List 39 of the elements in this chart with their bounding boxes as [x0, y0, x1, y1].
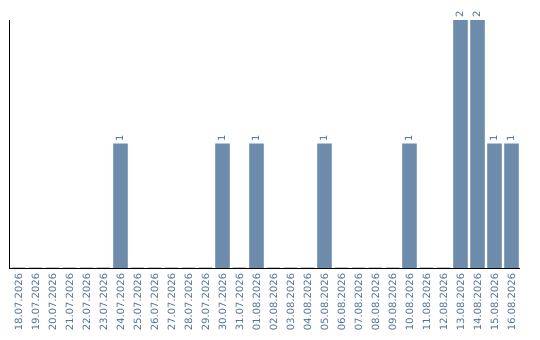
x-tick-label: 12.08.2026: [438, 273, 450, 330]
x-tick-label: 20.07.2026: [48, 273, 59, 330]
data-label: 1: [319, 134, 330, 141]
x-tick-label: 16.08.2026: [506, 273, 518, 330]
data-label: 1: [251, 134, 262, 141]
data-label: 2: [472, 10, 483, 17]
x-tick-label: 18.07.2026: [14, 273, 25, 330]
data-label: 1: [404, 134, 415, 141]
x-tick-label: 14.08.2026: [472, 273, 484, 330]
data-label: 2: [455, 10, 466, 17]
x-tick-label: 31.07.2026: [234, 273, 246, 330]
x-tick-label: 28.07.2026: [184, 273, 195, 330]
x-tick-label: 02.08.2026: [268, 273, 280, 330]
x-tick-label: 24.07.2026: [116, 273, 127, 330]
x-tick-label: 08.08.2026: [370, 273, 382, 330]
x-tick-label: 01.08.2026: [252, 273, 263, 330]
x-tick-label: 10.08.2026: [404, 273, 416, 330]
data-label: 1: [506, 134, 517, 141]
x-tick-label: 06.08.2026: [336, 273, 348, 330]
data-label: 1: [217, 134, 228, 141]
x-tick-label: 15.08.2026: [490, 273, 501, 330]
x-tick-label: 23.07.2026: [98, 273, 110, 330]
x-tick-label: 07.08.2026: [354, 273, 365, 330]
x-tick-label: 19.07.2026: [30, 273, 42, 330]
x-tick-label: 22.07.2026: [82, 273, 93, 330]
x-tick-label: 11.08.2026: [422, 273, 433, 330]
x-tick-label: 09.08.2026: [388, 273, 399, 330]
x-tick-label: 03.08.2026: [286, 273, 297, 330]
x-tick-label: 21.07.2026: [64, 273, 76, 330]
x-tick-label: 25.07.2026: [132, 273, 144, 330]
x-tick-label: 29.07.2026: [200, 273, 212, 330]
x-tick-label: 13.08.2026: [456, 273, 467, 330]
data-label: 1: [489, 134, 500, 141]
x-tick-label: 05.08.2026: [320, 273, 331, 330]
x-tick-label: 30.07.2026: [218, 273, 229, 330]
x-tick-label: 27.07.2026: [166, 273, 178, 330]
data-label: 1: [115, 134, 126, 141]
x-tick-label: 26.07.2026: [150, 273, 161, 330]
x-tick-label: 04.08.2026: [302, 273, 314, 330]
